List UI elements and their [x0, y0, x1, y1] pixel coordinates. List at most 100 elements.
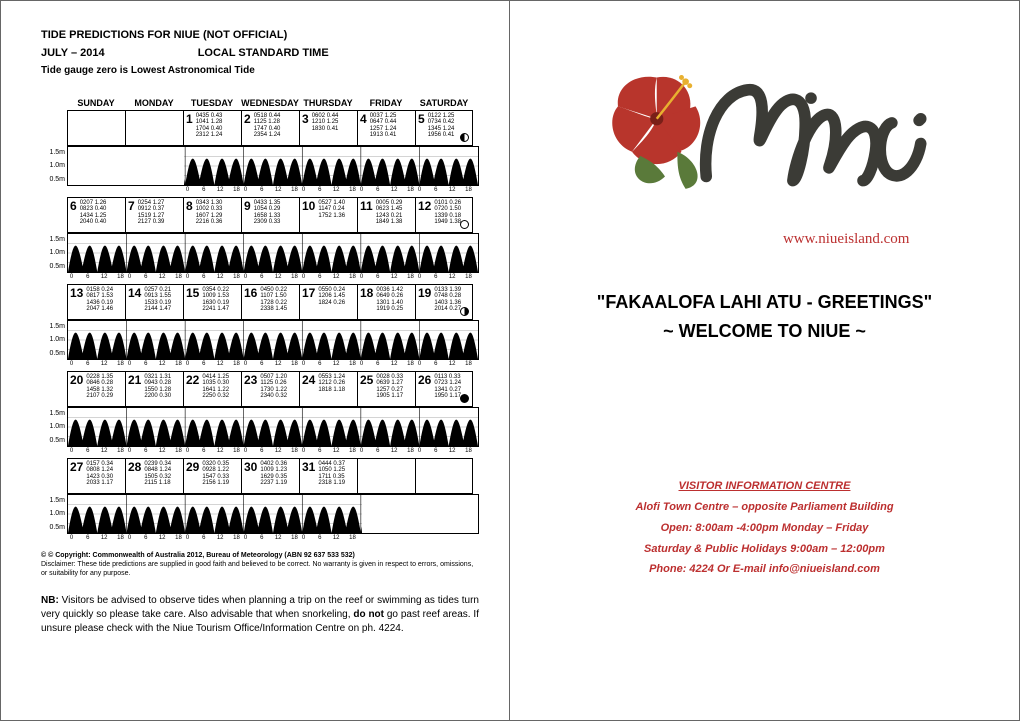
day-number: 19 [418, 287, 431, 317]
week-cells: 10435 0.43 1041 1.28 1704 0.40 2312 1.24… [41, 110, 479, 146]
tide-times: 0354 0.22 1009 1.53 1630 0.19 2241 1.47 [202, 287, 229, 317]
day-cell: 50122 1.25 0734 0.42 1345 1.24 1956 0.41 [415, 110, 473, 146]
y-label: 1.0m [41, 249, 65, 256]
empty-cell [357, 458, 415, 494]
y-label: 0.5m [41, 437, 65, 444]
x-cell: 061218 [67, 274, 125, 280]
day-cell: 140257 0.21 0913 1.55 1533 0.19 2144 1.4… [125, 284, 183, 320]
tide-header: TIDE PREDICTIONS FOR NIUE (NOT OFFICIAL)… [41, 29, 479, 86]
day-cell: 290320 0.35 0928 1.22 1547 0.33 2156 1.1… [183, 458, 241, 494]
x-cell: 061218 [241, 535, 299, 541]
x-cell: 061218 [125, 274, 183, 280]
day-header: MONDAY [125, 98, 183, 108]
y-label: 0.5m [41, 176, 65, 183]
vic-phone: Phone: 4224 Or E-mail info@niueisland.co… [635, 559, 893, 580]
x-cell: 061218 [241, 448, 299, 454]
moon-icon [460, 220, 469, 229]
tide-times: 0122 1.25 0734 0.42 1345 1.24 1956 0.41 [428, 113, 455, 143]
tide-subtitle: JULY – 2014 LOCAL STANDARD TIME [41, 47, 479, 59]
tide-times: 0553 1.24 1212 0.26 1818 1.18 [318, 374, 345, 404]
day-header: FRIDAY [357, 98, 415, 108]
x-cell: 061218 [357, 274, 415, 280]
y-label: 1.5m [41, 323, 65, 330]
day-header: TUESDAY [183, 98, 241, 108]
y-axis-labels: 1.5m1.0m0.5m [41, 320, 67, 360]
day-number: 23 [244, 374, 257, 404]
day-cell: 100527 1.40 1147 0.24 1752 1.36 [299, 197, 357, 233]
x-cell [67, 187, 125, 193]
tide-times: 0133 1.39 0748 0.28 1403 1.36 2014 0.27 [434, 287, 461, 317]
day-cell: 90433 1.35 1054 0.29 1658 1.33 2309 0.33 [241, 197, 299, 233]
day-number: 20 [70, 374, 83, 404]
tide-times: 0101 0.26 0720 1.50 1339 0.18 1949 1.38 [434, 200, 461, 230]
wave-row: 1.5m1.0m0.5m [41, 407, 479, 447]
tide-calendar: 10435 0.43 1041 1.28 1704 0.40 2312 1.24… [41, 110, 479, 545]
week-cells: 200228 1.35 0846 0.28 1458 1.32 2107 0.2… [41, 371, 479, 407]
week-row: 10435 0.43 1041 1.28 1704 0.40 2312 1.24… [41, 110, 479, 193]
day-number: 30 [244, 461, 257, 491]
vic-sat: Saturday & Public Holidays 9:00am – 12:0… [635, 539, 893, 560]
tide-times: 0158 0.24 0817 1.53 1436 0.19 2047 1.46 [86, 287, 113, 317]
day-cell: 190133 1.39 0748 0.28 1403 1.36 2014 0.2… [415, 284, 473, 320]
x-cell: 061218 [183, 448, 241, 454]
tide-month: JULY – 2014 [41, 47, 105, 59]
day-cell: 110005 0.29 0623 1.45 1243 0.21 1849 1.3… [357, 197, 415, 233]
tide-times: 0435 0.43 1041 1.28 1704 0.40 2312 1.24 [196, 113, 223, 143]
day-number: 9 [244, 200, 251, 230]
day-number: 3 [302, 113, 309, 143]
tide-times: 0257 0.21 0913 1.55 1533 0.19 2144 1.47 [144, 287, 171, 317]
x-cell: 061218 [357, 361, 415, 367]
day-cell: 180036 1.42 0649 0.26 1301 1.40 1919 0.2… [357, 284, 415, 320]
day-cell: 220414 1.25 1035 0.30 1641 1.22 2250 0.3… [183, 371, 241, 407]
tide-times: 0550 0.24 1206 1.45 1824 0.26 [318, 287, 345, 317]
day-header: SUNDAY [67, 98, 125, 108]
day-number: 21 [128, 374, 141, 404]
day-header: THURSDAY [299, 98, 357, 108]
x-cell: 061218 [299, 448, 357, 454]
tide-times: 0207 1.26 0823 0.40 1434 1.25 2040 0.40 [80, 200, 107, 230]
tide-times: 0433 1.35 1054 0.29 1658 1.33 2309 0.33 [254, 200, 281, 230]
x-cell: 061218 [415, 361, 473, 367]
tide-times: 0005 0.29 0623 1.45 1243 0.21 1849 1.38 [376, 200, 403, 230]
copyright-line2: Disclaimer: These tide predictions are s… [41, 560, 479, 578]
y-axis-labels: 1.5m1.0m0.5m [41, 494, 67, 534]
day-number: 2 [244, 113, 251, 143]
x-cell: 061218 [357, 187, 415, 193]
tide-times: 0507 1.20 1125 0.26 1730 1.22 2340 0.32 [260, 374, 287, 404]
y-label: 1.0m [41, 510, 65, 517]
x-cell: 061218 [415, 187, 473, 193]
y-axis-labels: 1.5m1.0m0.5m [41, 233, 67, 273]
tide-times: 0239 0.34 0848 1.24 1505 0.32 2115 1.18 [144, 461, 171, 491]
x-cell: 061218 [125, 361, 183, 367]
day-cell: 200228 1.35 0846 0.28 1458 1.32 2107 0.2… [67, 371, 125, 407]
tide-wave-chart [67, 320, 479, 360]
empty-cell [67, 110, 125, 146]
vic-title: VISITOR INFORMATION CENTRE [635, 476, 893, 497]
y-label: 0.5m [41, 263, 65, 270]
x-cell: 061218 [67, 448, 125, 454]
day-cell: 70254 1.27 0912 0.37 1519 1.27 2127 0.39 [125, 197, 183, 233]
day-header: WEDNESDAY [241, 98, 299, 108]
x-axis-labels: 061218061218061218061218061218 [41, 187, 479, 193]
info-panel: www.niueisland.com "FAKAALOFA LAHI ATU -… [510, 1, 1019, 720]
day-number: 31 [302, 461, 315, 491]
day-number: 18 [360, 287, 373, 317]
day-header: SATURDAY [415, 98, 473, 108]
day-number: 5 [418, 113, 425, 143]
niue-logo: www.niueisland.com [599, 61, 929, 248]
day-number: 7 [128, 200, 135, 230]
tide-times: 0321 1.31 0943 0.28 1550 1.28 2200 0.30 [144, 374, 171, 404]
day-cell: 40037 1.25 0647 0.44 1257 1.24 1913 0.41 [357, 110, 415, 146]
x-cell: 061218 [67, 535, 125, 541]
day-number: 22 [186, 374, 199, 404]
x-cell [415, 535, 473, 541]
x-cell: 061218 [183, 361, 241, 367]
week-row: 270157 0.34 0808 1.24 1423 0.30 2033 1.1… [41, 458, 479, 541]
tide-times: 0157 0.34 0808 1.24 1423 0.30 2033 1.17 [86, 461, 113, 491]
day-number: 29 [186, 461, 199, 491]
x-cell: 061218 [241, 274, 299, 280]
x-cell: 061218 [415, 274, 473, 280]
tide-times: 0320 0.35 0928 1.22 1547 0.33 2156 1.19 [202, 461, 229, 491]
day-cell: 20518 0.44 1125 1.28 1747 0.40 2354 1.24 [241, 110, 299, 146]
x-cell: 061218 [299, 274, 357, 280]
